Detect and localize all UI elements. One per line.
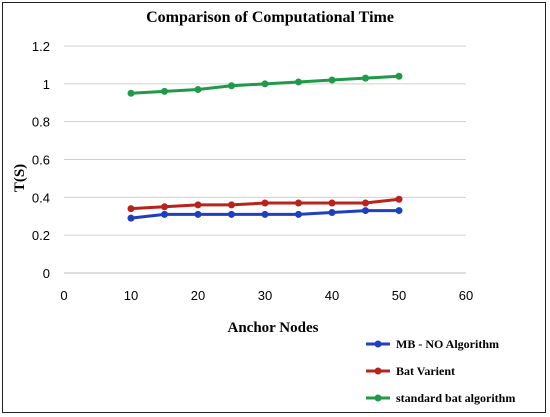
legend-item: standard bat algorithm	[366, 391, 515, 405]
legend-swatch-marker	[374, 367, 382, 375]
data-point	[161, 210, 168, 218]
data-point	[127, 205, 135, 213]
data-point	[127, 214, 135, 222]
series-2	[127, 195, 403, 213]
data-point	[295, 199, 302, 207]
x-tick-label: 50	[392, 288, 406, 303]
x-tick-label: 40	[325, 288, 339, 303]
data-point	[261, 80, 269, 88]
legend-swatch-marker	[374, 340, 382, 348]
y-tick-label: 0.4	[32, 190, 50, 205]
data-point	[261, 210, 269, 218]
y-tick-labels: 0 0.2 0.4 0.6 0.8 1 1.2	[32, 39, 50, 281]
data-point	[362, 199, 369, 207]
legend-label: MB - NO Algorithm	[396, 337, 499, 351]
chart-title: Comparison of Computational Time	[146, 9, 394, 26]
x-tick-label: 20	[191, 288, 205, 303]
data-point	[328, 208, 336, 216]
data-point	[328, 199, 336, 207]
grid-lines	[64, 45, 466, 236]
legend-label: standard bat algorithm	[396, 391, 515, 405]
data-point	[362, 207, 369, 215]
data-point	[228, 82, 235, 90]
data-point	[395, 72, 403, 80]
y-tick-label: 1	[43, 77, 50, 92]
data-point	[362, 74, 369, 82]
series-lines	[127, 72, 403, 222]
series-3	[127, 72, 403, 97]
data-point	[228, 201, 235, 209]
data-point	[395, 195, 403, 203]
legend: MB - NO Algorithm Bat Varient standard bat…	[366, 337, 515, 405]
y-axis-label: T(S)	[12, 164, 28, 192]
data-point	[161, 203, 168, 211]
data-point	[194, 210, 202, 218]
data-point	[295, 78, 302, 86]
legend-item: MB - NO Algorithm	[366, 337, 499, 351]
x-tick-label: 60	[459, 288, 473, 303]
y-tick-label: 0.6	[32, 153, 50, 168]
y-tick-label: 1.2	[32, 39, 50, 54]
data-point	[194, 86, 202, 94]
x-tick-labels: 0 10 20 30 40 50 60	[60, 288, 473, 303]
legend-item: Bat Varient	[366, 364, 455, 378]
x-tick-label: 30	[258, 288, 272, 303]
data-point	[295, 210, 302, 218]
legend-swatch-marker	[374, 394, 382, 402]
data-point	[261, 199, 269, 207]
x-axis-label: Anchor Nodes	[228, 320, 319, 336]
data-point	[395, 207, 403, 215]
legend-label: Bat Varient	[396, 364, 455, 378]
data-point	[328, 76, 336, 84]
y-tick-label: 0.2	[32, 228, 50, 243]
data-point	[194, 201, 202, 209]
data-point	[161, 87, 168, 95]
y-tick-label: 0.8	[32, 115, 50, 130]
x-tick-label: 10	[124, 288, 138, 303]
data-point	[228, 210, 235, 218]
data-point	[127, 89, 135, 97]
x-tick-label: 0	[60, 288, 67, 303]
series-1	[127, 207, 403, 222]
y-tick-label: 0	[43, 266, 50, 281]
chart-frame	[2, 2, 546, 413]
